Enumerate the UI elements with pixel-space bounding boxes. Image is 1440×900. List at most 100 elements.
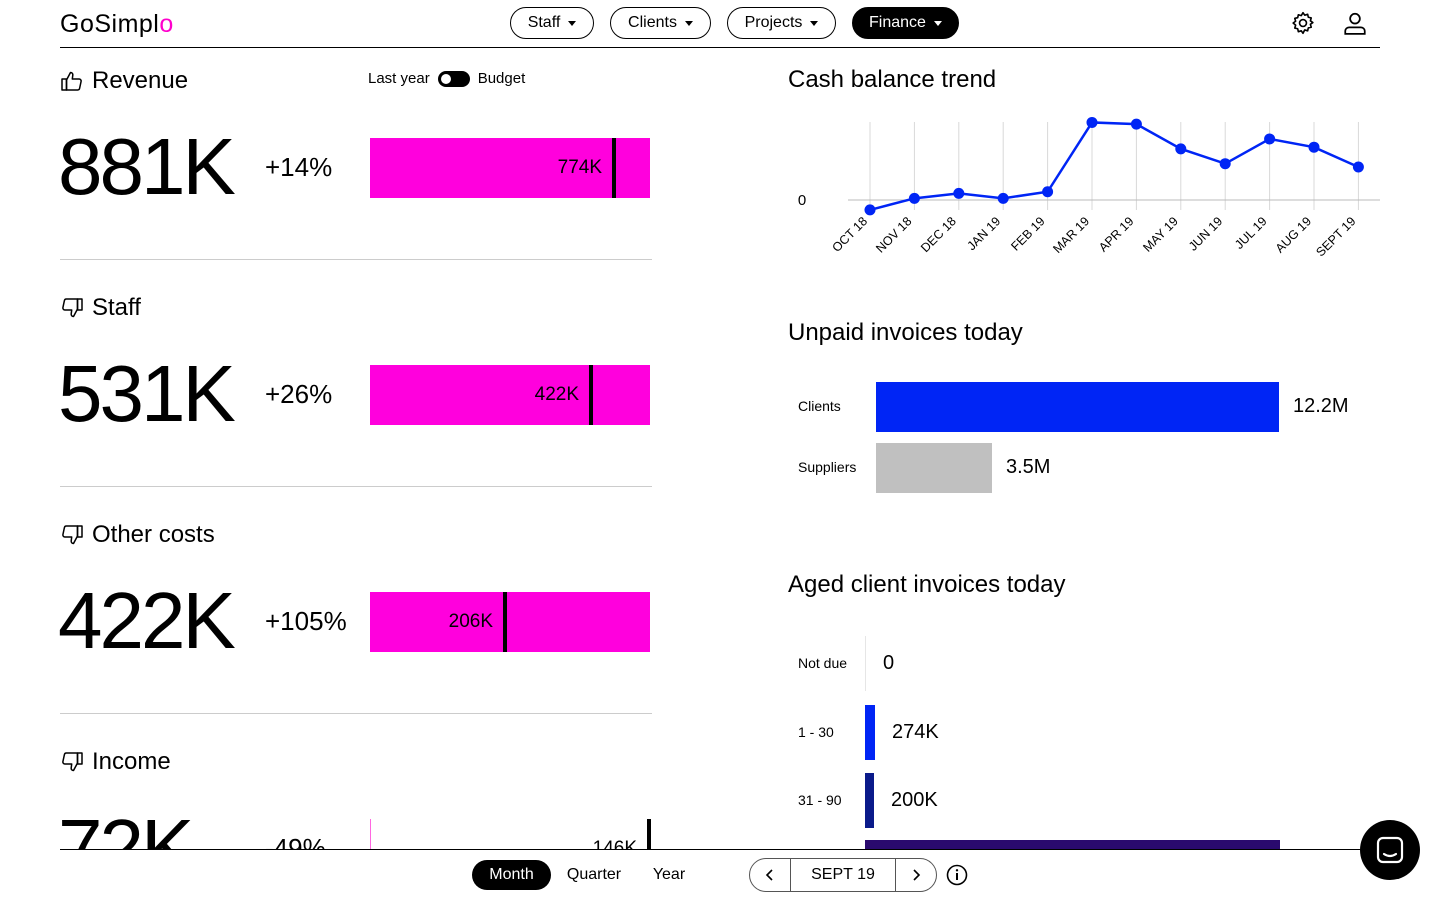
comparison-toggle[interactable] [437, 70, 470, 87]
bar-value-label: 274K [892, 720, 939, 743]
metric-heading-1: Staff [60, 294, 141, 322]
bar-category-label: Clients [798, 398, 841, 414]
metric-change: +14% [265, 152, 333, 182]
gear-icon[interactable] [1290, 10, 1316, 36]
bar-category-label: 1 - 30 [798, 723, 834, 740]
metric-change: +105% [265, 606, 347, 636]
aged-bar-overflow [865, 840, 1280, 849]
metric-value: 422K [58, 576, 236, 665]
data-point [864, 204, 876, 216]
metric-title: Income [92, 748, 171, 775]
x-tick-label: AUG 19 [1273, 214, 1314, 255]
comparison-marker [503, 592, 507, 652]
data-point [1352, 161, 1364, 173]
comparison-marker [589, 365, 593, 425]
data-point [1086, 116, 1098, 128]
nav-projects-dropdown[interactable]: Projects [727, 7, 836, 39]
bar-value-label: 0 [883, 651, 895, 674]
x-tick-label: MAY 19 [1140, 214, 1181, 255]
data-point [1264, 133, 1276, 145]
section-divider [60, 259, 652, 260]
x-tick-label: OCT 18 [829, 214, 870, 255]
nav-finance-dropdown[interactable]: Finance [852, 7, 959, 39]
metric-heading-2: Other costs [60, 521, 215, 549]
cash-balance-chart: 0 OCT 18 NOV 18 DEC 18 JAN 19 FEB 19 MAR 19 APR… [798, 116, 1380, 259]
period-month-tab[interactable]: Month [472, 860, 551, 890]
data-point [1219, 158, 1231, 170]
metric-comparison-bar: 206K [370, 592, 650, 652]
app-logo[interactable]: GoSimplo [60, 10, 174, 38]
bar-category-label: Not due [798, 654, 848, 671]
metric-title: Staff [92, 294, 141, 321]
metric-title: Revenue [92, 67, 189, 94]
data-point [908, 192, 920, 204]
bar [865, 636, 866, 691]
bar-value-label: 12.2M [1293, 395, 1349, 417]
x-tick-label: FEB 19 [1008, 214, 1047, 253]
user-profile-icon[interactable] [1342, 10, 1368, 36]
y-tick-label: 0 [798, 192, 806, 209]
next-period-button[interactable] [896, 859, 936, 891]
metric-change: +26% [265, 379, 333, 409]
bar [876, 382, 1279, 432]
cash-balance-title: Cash balance trend [788, 66, 997, 93]
toggle-label-budget: Budget [477, 70, 526, 87]
comparison-value-label: 422K [534, 384, 579, 405]
chevron-down-icon [810, 21, 819, 26]
header-divider [60, 47, 1380, 48]
thumbs-up-icon [61, 71, 82, 91]
current-period-label: SEPT 19 [790, 859, 896, 891]
period-year-tab[interactable]: Year [652, 866, 686, 883]
metric-title: Other costs [92, 521, 215, 548]
bar-value-label: 200K [891, 788, 938, 811]
x-tick-label: APR 19 [1096, 214, 1136, 254]
bar-value-label: 3.5M [1006, 456, 1051, 478]
period-stepper: SEPT 19 [749, 858, 937, 892]
aged-invoices-title: Aged client invoices today [788, 571, 1066, 598]
chat-icon [1376, 836, 1404, 864]
section-divider [60, 713, 652, 714]
x-tick-label: NOV 18 [873, 214, 914, 255]
x-tick-label: MAR 19 [1050, 214, 1092, 256]
metric-heading-0: Revenue [60, 67, 188, 95]
thumbs-down-icon [62, 298, 83, 318]
footer-divider [60, 849, 1380, 850]
comparison-marker [612, 138, 616, 198]
chat-support-button[interactable] [1360, 820, 1420, 880]
metric-value: 881K [58, 122, 236, 211]
chevron-down-icon [684, 21, 693, 26]
period-quarter-tab[interactable]: Quarter [566, 866, 622, 883]
data-point [997, 192, 1009, 204]
data-point [1175, 143, 1187, 155]
x-tick-label: DEC 18 [918, 214, 959, 255]
nav-staff-dropdown[interactable]: Staff [510, 7, 594, 39]
info-icon[interactable] [946, 864, 968, 886]
x-tick-label: JAN 19 [964, 214, 1003, 253]
data-point [953, 187, 965, 199]
bar-category-label: 31 - 90 [798, 791, 842, 808]
chevron-down-icon [933, 21, 942, 26]
x-tick-label: JUL 19 [1232, 214, 1270, 252]
comparison-toggle-group: Last year Budget [368, 70, 525, 87]
footer-bar [0, 850, 1440, 900]
x-tick-label: SEPT 19 [1313, 214, 1358, 259]
metric-value: 531K [58, 349, 236, 438]
bar-category-label: Suppliers [798, 459, 857, 475]
unpaid-invoices-title: Unpaid invoices today [788, 319, 1023, 346]
x-tick-label: JUN 19 [1186, 214, 1225, 253]
chevron-right-icon [913, 869, 921, 881]
chevron-left-icon [765, 869, 773, 881]
nav-clients-dropdown[interactable]: Clients [610, 7, 711, 39]
chevron-down-icon [568, 21, 577, 26]
cash-balance-line [869, 121, 1359, 212]
bar [876, 443, 992, 493]
previous-period-button[interactable] [750, 859, 790, 891]
thumbs-down-icon [62, 752, 83, 772]
metric-comparison-bar: 422K [370, 365, 650, 425]
comparison-value-label: 206K [448, 611, 493, 632]
data-point [1042, 186, 1054, 198]
data-point [1308, 141, 1320, 153]
data-point [1130, 118, 1142, 130]
metric-heading-3: Income [60, 748, 171, 776]
bar [865, 773, 874, 828]
